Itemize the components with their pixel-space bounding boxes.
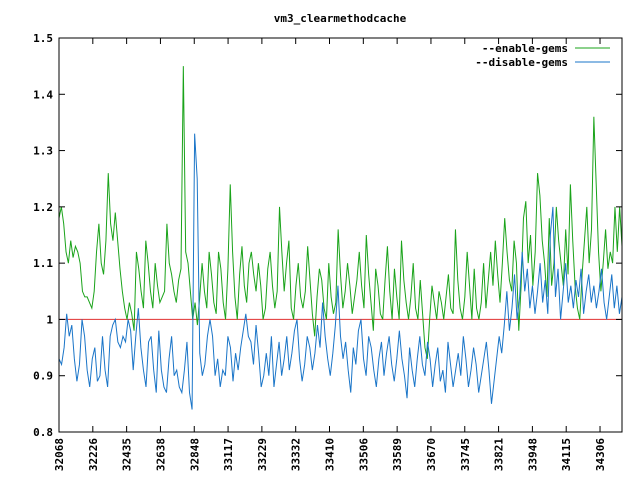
series-line-1 [58, 133, 623, 410]
x-tick-label: 33229 [256, 438, 269, 471]
y-tick-label: 0.9 [33, 370, 53, 383]
x-tick-label: 34115 [560, 438, 573, 471]
x-tick-label: 32068 [53, 438, 66, 471]
series-line-0 [58, 66, 623, 359]
x-tick-label: 33670 [425, 438, 438, 471]
series-layer [58, 66, 623, 410]
legend: --enable-gems--disable-gems [475, 42, 610, 69]
x-tick-label: 33506 [357, 438, 370, 471]
x-tick-label: 33821 [493, 438, 506, 471]
x-tick-label: 33745 [459, 438, 472, 471]
legend-label-1: --disable-gems [475, 56, 568, 69]
legend-label-0: --enable-gems [482, 42, 568, 55]
x-tick-label: 32848 [188, 438, 201, 471]
y-tick-label: 1.5 [33, 32, 53, 45]
y-tick-label: 1 [46, 313, 53, 326]
x-tick-label: 32435 [121, 438, 134, 471]
x-tick-label: 32226 [87, 438, 100, 471]
x-tick-label: 33948 [526, 438, 539, 471]
y-tick-label: 0.8 [33, 426, 53, 439]
y-tick-label: 1.1 [33, 257, 53, 270]
x-tick-label: 33410 [324, 438, 337, 471]
y-tick-label: 1.2 [33, 201, 53, 214]
y-tick-label: 1.4 [33, 88, 53, 101]
x-tick-label: 33332 [290, 438, 303, 471]
x-tick-label: 33117 [222, 438, 235, 471]
x-tick-label: 33589 [391, 438, 404, 471]
y-axis: 0.8 0.9 1 1.1 1.2 1.3 1.4 1.5 [33, 32, 622, 439]
y-tick-label: 1.3 [33, 145, 53, 158]
chart-title: vm3_clearmethodcache [274, 12, 407, 25]
x-tick-label: 34306 [594, 438, 607, 471]
plot-frame [58, 37, 623, 433]
x-tick-label: 32638 [154, 438, 167, 471]
x-axis: 32068 32226 32435 32638 32848 33117 33229 33332… [53, 38, 607, 471]
